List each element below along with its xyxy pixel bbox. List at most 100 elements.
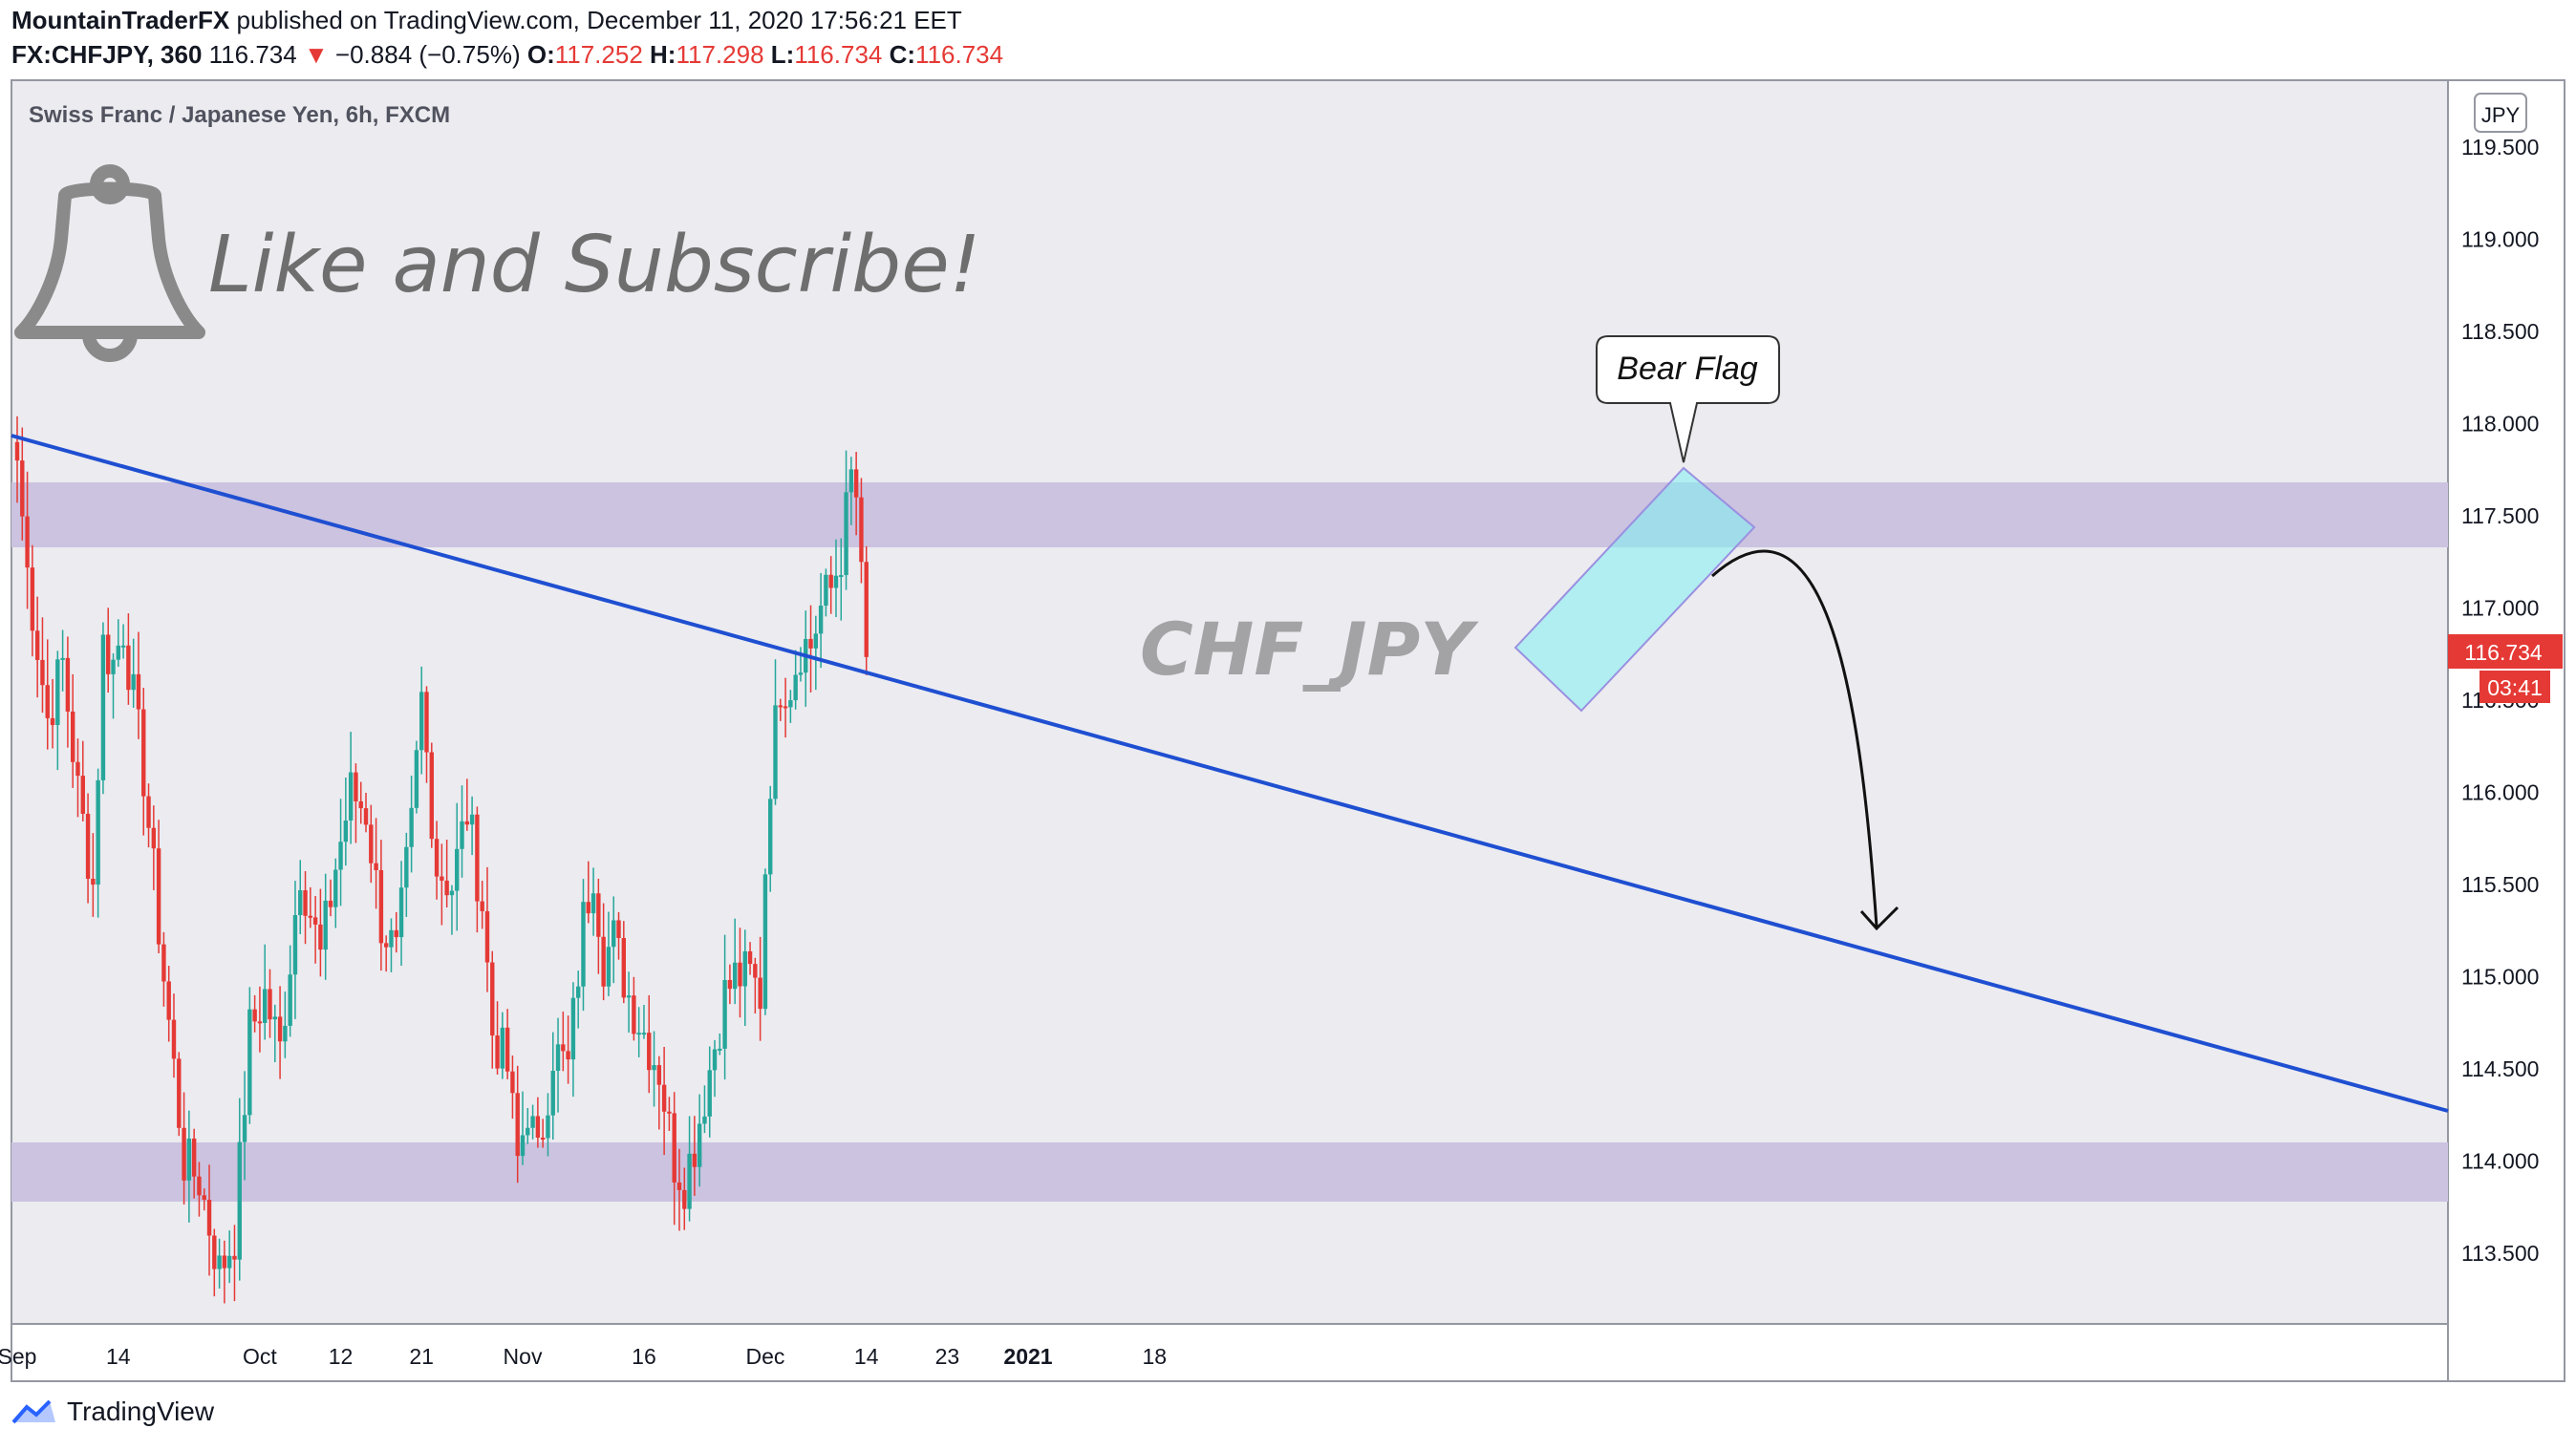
- candle-body[interactable]: [226, 1255, 232, 1269]
- candle-body[interactable]: [191, 1138, 197, 1177]
- candle-body[interactable]: [146, 796, 151, 828]
- candle-body[interactable]: [773, 705, 778, 800]
- candle-body[interactable]: [718, 1048, 722, 1051]
- candle-body[interactable]: [495, 1035, 500, 1069]
- candle-body[interactable]: [197, 1176, 202, 1196]
- candle-body[interactable]: [656, 1065, 662, 1085]
- candle-body[interactable]: [798, 672, 804, 675]
- candle-body[interactable]: [398, 887, 404, 938]
- candle-body[interactable]: [277, 1016, 283, 1042]
- bear-flag-channel[interactable]: [1513, 466, 1756, 713]
- candle-body[interactable]: [312, 917, 318, 925]
- candle-body[interactable]: [444, 880, 449, 896]
- candle-body[interactable]: [182, 1127, 186, 1181]
- candle-body[interactable]: [575, 986, 581, 998]
- candle-body[interactable]: [824, 574, 828, 607]
- publisher-name[interactable]: MountainTraderFX: [11, 6, 230, 34]
- candle-body[interactable]: [272, 1016, 277, 1020]
- candle-body[interactable]: [409, 807, 414, 847]
- candle-body[interactable]: [70, 711, 75, 762]
- candle-body[interactable]: [758, 977, 762, 1010]
- candle-body[interactable]: [667, 1111, 672, 1114]
- candle-body[interactable]: [383, 943, 389, 948]
- candle-body[interactable]: [80, 776, 85, 814]
- candle-body[interactable]: [318, 924, 323, 950]
- candle-body[interactable]: [762, 874, 768, 1010]
- candle-body[interactable]: [298, 890, 303, 916]
- candle-body[interactable]: [848, 469, 854, 493]
- candle-body[interactable]: [828, 574, 833, 588]
- candle-body[interactable]: [626, 995, 632, 998]
- candle-body[interactable]: [813, 633, 819, 649]
- candle-body[interactable]: [606, 947, 612, 987]
- candle-body[interactable]: [515, 1093, 520, 1157]
- candle-body[interactable]: [793, 674, 798, 701]
- candle-body[interactable]: [358, 800, 363, 809]
- candle-body[interactable]: [550, 1071, 555, 1116]
- candle-body[interactable]: [424, 692, 429, 753]
- candle-body[interactable]: [232, 1255, 237, 1260]
- candle-body[interactable]: [242, 1115, 247, 1142]
- candle-body[interactable]: [535, 1116, 541, 1139]
- candle-body[interactable]: [116, 645, 120, 660]
- candle-body[interactable]: [561, 1044, 566, 1052]
- currency-badge[interactable]: [2474, 93, 2527, 133]
- candle-body[interactable]: [540, 1138, 546, 1141]
- candle-body[interactable]: [722, 979, 727, 1049]
- candle-body[interactable]: [853, 469, 859, 498]
- candle-body[interactable]: [186, 1138, 192, 1181]
- price-axis-panel[interactable]: [2447, 79, 2565, 1382]
- candle-body[interactable]: [328, 900, 333, 907]
- candle-body[interactable]: [768, 799, 773, 875]
- candle-body[interactable]: [30, 567, 35, 631]
- candle-body[interactable]: [96, 779, 100, 885]
- candle-body[interactable]: [833, 575, 839, 588]
- candle-body[interactable]: [206, 1200, 212, 1236]
- candle-body[interactable]: [500, 1027, 505, 1069]
- candle-body[interactable]: [682, 1189, 687, 1209]
- candle-body[interactable]: [40, 659, 45, 686]
- candle-body[interactable]: [106, 634, 111, 674]
- time-axis-panel[interactable]: [11, 1323, 2449, 1382]
- candle-body[interactable]: [419, 692, 424, 751]
- candle-body[interactable]: [727, 979, 733, 990]
- candle-body[interactable]: [747, 950, 753, 965]
- candle-body[interactable]: [526, 1127, 530, 1136]
- candle-body[interactable]: [414, 750, 419, 808]
- candle-body[interactable]: [131, 673, 136, 691]
- candle-body[interactable]: [440, 876, 444, 881]
- candle-body[interactable]: [672, 1113, 676, 1183]
- candle-body[interactable]: [151, 827, 157, 849]
- candle-body[interactable]: [50, 717, 55, 726]
- symbol-label[interactable]: FX:CHFJPY, 360: [11, 40, 203, 69]
- candle-body[interactable]: [702, 1116, 707, 1124]
- candle-body[interactable]: [222, 1255, 227, 1269]
- candle-body[interactable]: [692, 1153, 698, 1167]
- candle-body[interactable]: [14, 441, 20, 461]
- candle-body[interactable]: [374, 863, 378, 870]
- candle-body[interactable]: [742, 950, 747, 987]
- candle-body[interactable]: [712, 1049, 718, 1071]
- candle-body[interactable]: [252, 1009, 257, 1022]
- candle-body[interactable]: [65, 657, 71, 712]
- candle-body[interactable]: [263, 989, 268, 1023]
- candle-body[interactable]: [464, 821, 470, 825]
- candle-body[interactable]: [333, 869, 338, 907]
- candle-body[interactable]: [469, 814, 475, 825]
- candle-body[interactable]: [753, 964, 758, 978]
- candle-body[interactable]: [343, 821, 349, 842]
- candle-body[interactable]: [738, 962, 742, 987]
- candle-body[interactable]: [612, 920, 616, 948]
- candle-body[interactable]: [778, 705, 783, 708]
- trend-line[interactable]: [11, 434, 2449, 1113]
- candle-body[interactable]: [484, 910, 490, 963]
- candle-body[interactable]: [136, 673, 141, 710]
- candle-body[interactable]: [34, 630, 40, 660]
- candle-body[interactable]: [546, 1115, 550, 1139]
- candle-body[interactable]: [363, 808, 369, 825]
- candle-body[interactable]: [647, 1033, 652, 1071]
- candle-body[interactable]: [636, 1033, 641, 1035]
- candle-body[interactable]: [156, 848, 161, 945]
- candle-body[interactable]: [292, 915, 298, 975]
- candle-body[interactable]: [697, 1123, 702, 1167]
